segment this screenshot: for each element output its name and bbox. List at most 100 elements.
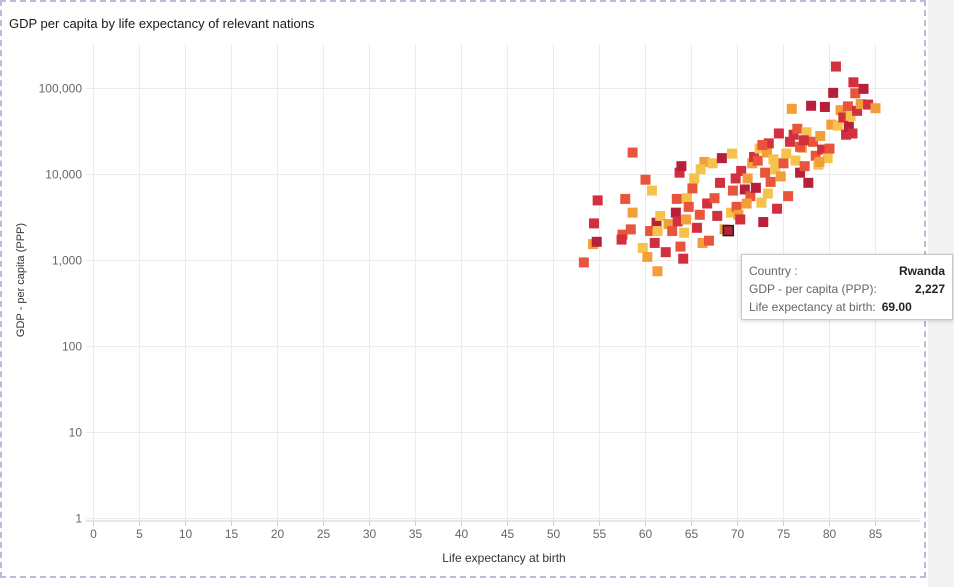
data-point	[645, 226, 656, 237]
data-point	[649, 237, 660, 248]
data-point	[798, 135, 809, 146]
data-point	[826, 119, 837, 130]
data-point	[747, 158, 758, 169]
data-point	[727, 185, 738, 196]
data-point	[772, 203, 783, 214]
data-point	[735, 214, 746, 225]
data-point	[828, 87, 839, 98]
y-tick-label: 1	[75, 512, 82, 526]
data-point	[627, 147, 638, 158]
data-point	[750, 182, 761, 193]
x-tick-label: 5	[136, 527, 143, 541]
data-point	[712, 210, 723, 221]
data-point	[637, 242, 648, 253]
x-tick-label: 10	[179, 527, 193, 541]
data-point	[761, 147, 772, 158]
data-point	[687, 183, 698, 194]
x-tick-label: 40	[455, 527, 469, 541]
data-point	[675, 241, 686, 252]
data-point	[652, 226, 663, 237]
data-point	[781, 148, 792, 159]
data-point	[736, 165, 747, 176]
data-point	[672, 216, 683, 227]
y-axis-title: GDP - per capita (PPP)	[15, 223, 27, 337]
data-point	[832, 120, 843, 131]
data-point	[676, 161, 687, 172]
data-point	[795, 141, 806, 152]
data-point	[784, 136, 795, 147]
data-point	[741, 198, 752, 209]
data-point	[815, 131, 826, 142]
data-point	[683, 201, 694, 212]
data-point	[760, 167, 771, 178]
data-point	[778, 158, 789, 169]
data-point-selected	[722, 224, 735, 237]
data-point	[674, 167, 685, 178]
data-point	[752, 155, 763, 166]
data-point	[731, 201, 742, 212]
tooltip-gdp-label: GDP - per capita (PPP):	[749, 282, 877, 296]
x-tick-label: 35	[409, 527, 423, 541]
data-point	[592, 195, 603, 206]
data-point	[863, 99, 874, 110]
data-point	[792, 123, 803, 134]
x-tick-label: 80	[823, 527, 837, 541]
data-point	[870, 103, 881, 114]
data-point	[681, 193, 692, 204]
data-point	[814, 156, 825, 167]
data-point	[765, 176, 776, 187]
data-point	[694, 209, 705, 220]
data-point	[709, 193, 720, 204]
data-point	[807, 136, 818, 147]
x-tick-label: 25	[317, 527, 331, 541]
data-point	[726, 148, 737, 159]
data-point	[689, 173, 700, 184]
data-point	[806, 100, 817, 111]
y-tick-label: 1,000	[52, 254, 82, 268]
data-point	[830, 61, 841, 72]
data-point	[702, 198, 713, 209]
data-point	[762, 188, 773, 199]
data-point	[620, 193, 631, 204]
chart-title: GDP per capita by life expectancy of rel…	[9, 16, 315, 31]
data-point	[770, 164, 781, 175]
data-point	[655, 210, 666, 221]
x-tick-label: 75	[777, 527, 791, 541]
data-point	[745, 191, 756, 202]
y-tick-label: 100,000	[39, 82, 83, 96]
x-tick-label: 20	[271, 527, 285, 541]
tooltip-life-value: 69.00	[881, 300, 912, 314]
data-point	[707, 158, 718, 169]
y-tick-label: 100	[62, 340, 82, 354]
data-point	[663, 219, 674, 230]
data-point	[695, 164, 706, 175]
data-point	[627, 207, 638, 218]
tooltip-gdp-value: 2,227	[914, 282, 945, 296]
x-tick-label: 70	[731, 527, 745, 541]
data-point	[756, 197, 767, 208]
data-point	[768, 154, 779, 165]
data-point	[801, 127, 812, 138]
data-point	[817, 144, 828, 155]
data-point	[795, 167, 806, 178]
data-point	[642, 251, 653, 262]
x-tick-label: 30	[363, 527, 377, 541]
tooltip: Country : Rwanda GDP - per capita (PPP):…	[741, 254, 953, 320]
data-point	[822, 153, 833, 164]
data-point	[855, 99, 866, 110]
data-point	[660, 247, 671, 258]
tooltip-country-label: Country :	[749, 264, 798, 278]
data-point	[670, 207, 681, 218]
x-tick-label: 50	[547, 527, 561, 541]
data-point	[843, 121, 854, 132]
x-tick-label: 0	[90, 527, 97, 541]
data-point	[680, 214, 691, 225]
data-point	[858, 83, 869, 94]
data-point	[852, 105, 863, 116]
data-point	[758, 217, 769, 228]
data-point	[845, 110, 856, 121]
data-point	[803, 177, 814, 188]
data-point	[850, 88, 861, 99]
data-point	[703, 235, 714, 246]
